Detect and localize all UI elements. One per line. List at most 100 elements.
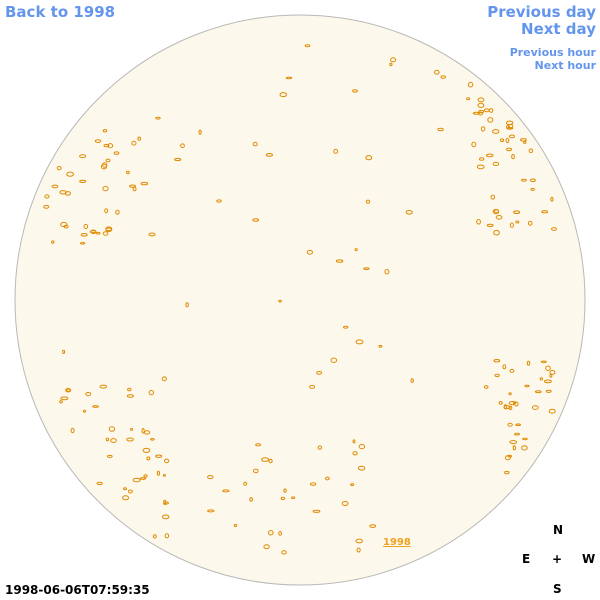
contour <box>268 530 274 536</box>
contour <box>508 401 516 406</box>
compass-north: N <box>553 523 564 537</box>
contour <box>268 458 273 464</box>
contour <box>291 496 296 500</box>
contour <box>505 120 514 126</box>
contour <box>141 428 145 434</box>
contour <box>96 481 103 486</box>
contour <box>146 456 151 461</box>
contour <box>495 215 503 220</box>
contour <box>51 240 55 244</box>
contour <box>504 455 511 461</box>
contour <box>384 269 390 275</box>
next-day-link[interactable]: Next day <box>521 20 596 38</box>
contour <box>539 377 543 381</box>
back-link[interactable]: Back to 1998 <box>5 3 116 21</box>
contour <box>480 126 486 132</box>
contour <box>99 384 108 389</box>
contour <box>310 482 317 486</box>
contour <box>545 389 552 393</box>
contour <box>83 223 89 230</box>
contour <box>522 437 528 441</box>
contour <box>466 97 471 101</box>
contour <box>509 440 518 445</box>
contour <box>478 109 485 114</box>
contour <box>472 111 480 115</box>
contour <box>70 427 75 434</box>
contour <box>378 344 383 348</box>
contour <box>263 544 270 550</box>
contour <box>79 179 87 183</box>
contour <box>306 249 313 255</box>
contour <box>278 531 283 536</box>
contour <box>526 360 531 366</box>
contour <box>283 488 287 493</box>
previous-hour-link[interactable]: Previous hour <box>509 46 596 59</box>
contour <box>527 220 533 226</box>
contour <box>365 155 373 161</box>
contour <box>389 62 393 67</box>
contour <box>515 423 522 427</box>
compass-center: + <box>552 552 563 566</box>
contour <box>123 487 127 491</box>
contour <box>352 451 358 456</box>
contour <box>493 209 500 214</box>
compass-east: E <box>522 552 531 566</box>
contour <box>261 457 270 462</box>
contour <box>512 445 516 451</box>
contour <box>509 368 515 373</box>
contour <box>493 229 500 236</box>
contour <box>534 390 542 394</box>
contour <box>509 222 514 228</box>
contour <box>150 438 155 441</box>
contour <box>185 302 189 308</box>
contour <box>476 219 482 225</box>
contour <box>64 191 72 196</box>
contour <box>207 475 214 480</box>
contour <box>43 204 50 209</box>
contour <box>139 477 147 480</box>
contour <box>487 117 494 123</box>
contour <box>252 218 260 222</box>
contour <box>253 468 259 474</box>
contour <box>485 153 494 158</box>
contour <box>59 400 63 404</box>
previous-day-link[interactable]: Previous day <box>487 3 596 21</box>
compass-south: S <box>553 582 562 596</box>
contour <box>503 404 508 410</box>
contour <box>316 370 323 375</box>
contour <box>216 199 222 203</box>
contour <box>155 454 163 458</box>
contour <box>82 409 87 413</box>
contour <box>505 137 510 144</box>
contour <box>479 157 485 161</box>
contour <box>369 524 377 528</box>
contour <box>341 501 349 506</box>
contour <box>62 349 66 354</box>
next-hour-link[interactable]: Next hour <box>534 59 597 72</box>
contour <box>352 439 356 444</box>
contour <box>390 57 397 63</box>
contour <box>513 210 521 214</box>
contour <box>281 550 287 555</box>
contour <box>155 116 161 120</box>
contour <box>249 497 253 502</box>
contour <box>511 154 515 160</box>
contour <box>333 148 339 154</box>
contour <box>163 499 167 506</box>
contour <box>115 209 120 215</box>
year-label[interactable]: 1998 <box>383 537 411 548</box>
contour <box>499 138 505 142</box>
contour <box>530 178 536 183</box>
contour <box>309 384 316 389</box>
contour <box>95 231 101 235</box>
contour <box>65 388 72 393</box>
contour <box>102 129 108 133</box>
contour <box>440 75 447 79</box>
contour <box>127 489 133 494</box>
contour <box>132 186 137 192</box>
contour <box>102 185 109 192</box>
contour <box>355 538 363 544</box>
compass-west: W <box>582 552 596 566</box>
contour <box>477 102 485 109</box>
